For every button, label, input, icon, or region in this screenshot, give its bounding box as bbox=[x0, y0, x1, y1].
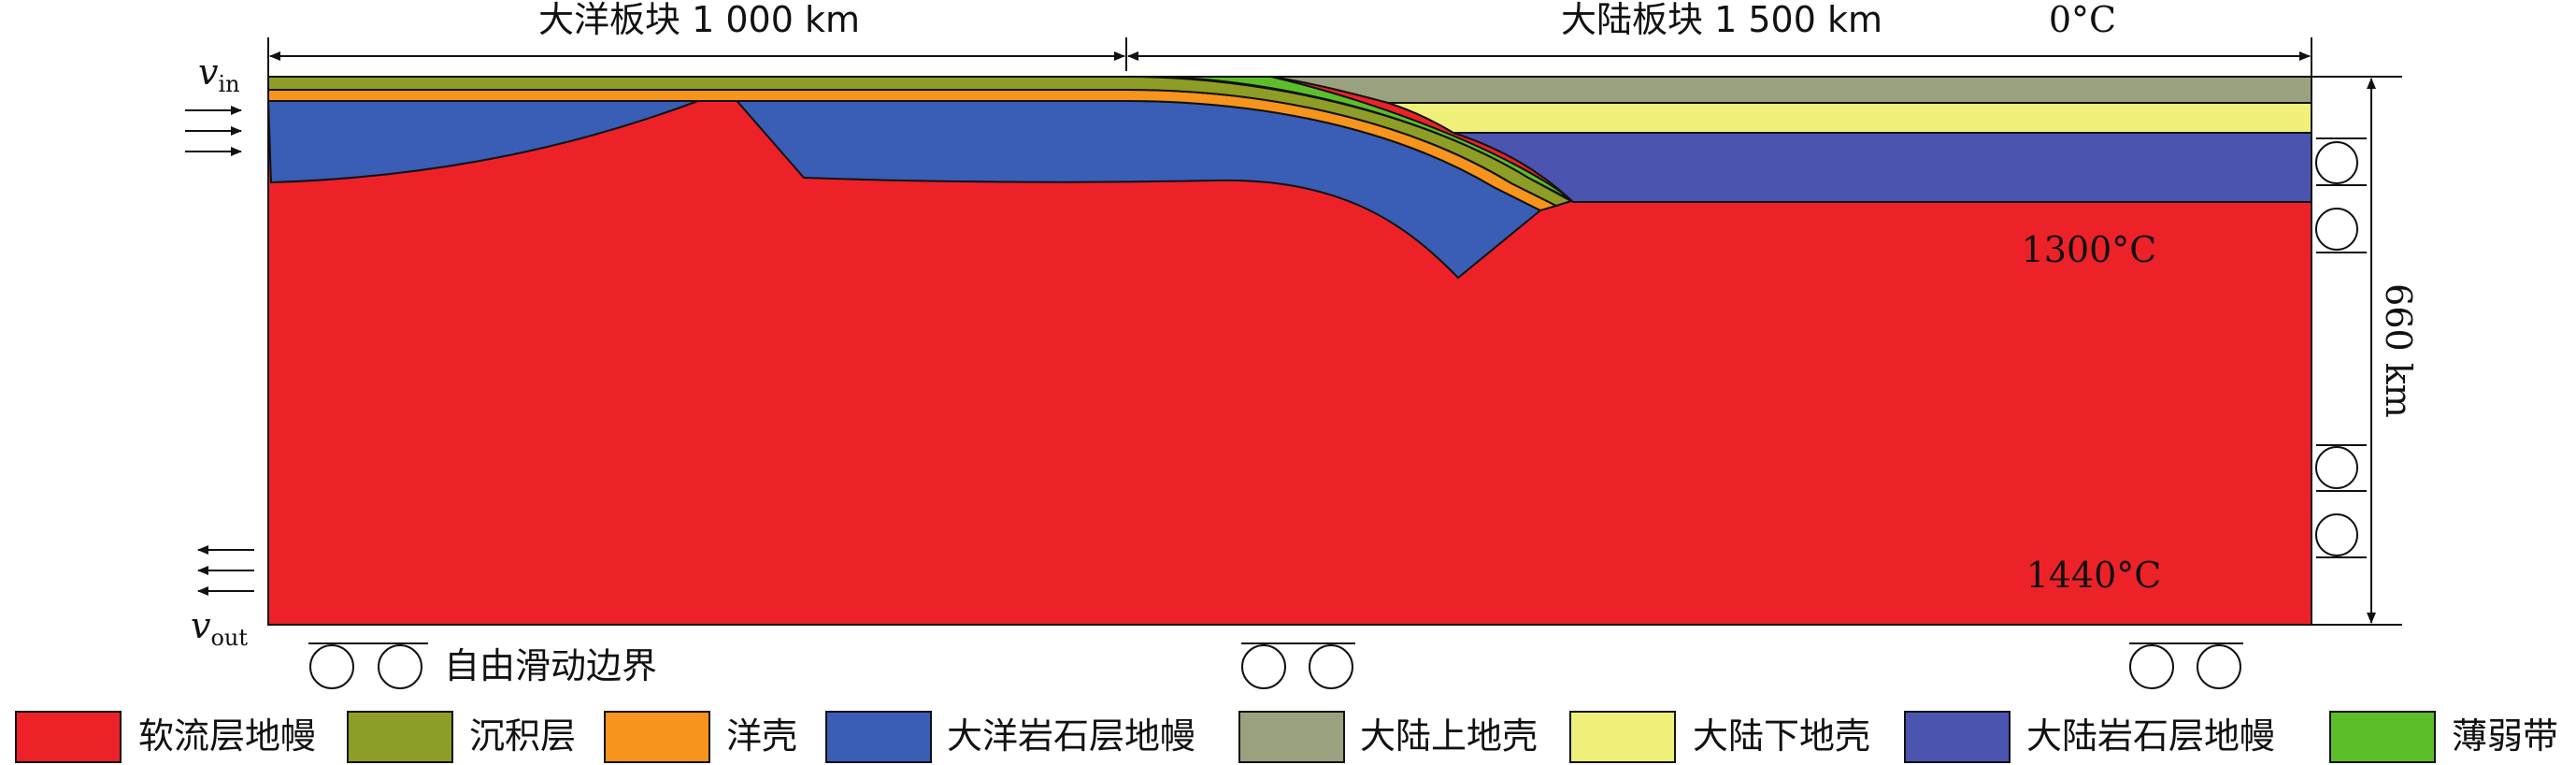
legend-label-sediment: 沉积层 bbox=[469, 715, 576, 757]
continental-lower-crust bbox=[1387, 102, 2312, 134]
legend-label-asthenosphere: 软流层地幔 bbox=[138, 715, 316, 757]
continental-upper-crust bbox=[1270, 76, 2312, 104]
oceanic-plate-label: 大洋板块 1 000 km bbox=[538, 0, 860, 40]
legend: 软流层地幔 沉积层 洋壳 大洋岩石层地幔 大陆上地壳 大陆下地壳 大陆岩石层地幔… bbox=[15, 711, 2558, 763]
legend-label-oceanic-lithosphere: 大洋岩石层地幔 bbox=[947, 715, 1195, 757]
legend-swatch-sediment bbox=[347, 711, 453, 763]
inflow-velocity-label: vin bbox=[198, 51, 240, 97]
bottom-roller-middle bbox=[1241, 642, 1355, 689]
legend-label-continental-lithosphere: 大陆岩石层地幔 bbox=[2026, 715, 2275, 757]
legend-swatch-oceanic-crust bbox=[604, 711, 710, 763]
surface-temperature-label: 0°C bbox=[2049, 0, 2116, 40]
depth-label: 660 km bbox=[2378, 283, 2419, 418]
legend-swatch-asthenosphere bbox=[15, 711, 122, 763]
free-slip-boundary-label: 自由滑动边界 bbox=[444, 645, 657, 686]
weak-zone bbox=[1144, 76, 1574, 202]
legend-swatch-continental-lower-crust bbox=[1569, 711, 1676, 763]
right-roller-boundary-bottom bbox=[2315, 444, 2367, 558]
legend-label-continental-upper-crust: 大陆上地壳 bbox=[1360, 715, 1538, 757]
continental-plate-label: 大陆板块 1 500 km bbox=[1561, 0, 1882, 40]
outflow-velocity-label: vout bbox=[191, 605, 248, 651]
bottom-roller-left bbox=[308, 642, 428, 689]
legend-label-weak-zone: 薄弱带 bbox=[2452, 715, 2558, 757]
legend-label-oceanic-crust: 洋壳 bbox=[726, 715, 797, 757]
bottom-roller-right bbox=[2129, 642, 2243, 689]
bottom-temperature: 1440°C bbox=[2026, 555, 2162, 596]
lithosphere-base-temperature: 1300°C bbox=[2022, 229, 2157, 270]
legend-swatch-oceanic-lithosphere bbox=[825, 711, 932, 763]
legend-swatch-weak-zone bbox=[2329, 711, 2436, 763]
continental-lithosphere-mantle bbox=[1453, 132, 2312, 203]
legend-swatch-continental-lithosphere bbox=[1904, 711, 2011, 763]
legend-label-continental-lower-crust: 大陆下地壳 bbox=[1693, 715, 1870, 757]
sediment-layer bbox=[267, 76, 1574, 208]
legend-swatch-continental-upper-crust bbox=[1238, 711, 1345, 763]
right-roller-boundary-top bbox=[2315, 137, 2367, 253]
